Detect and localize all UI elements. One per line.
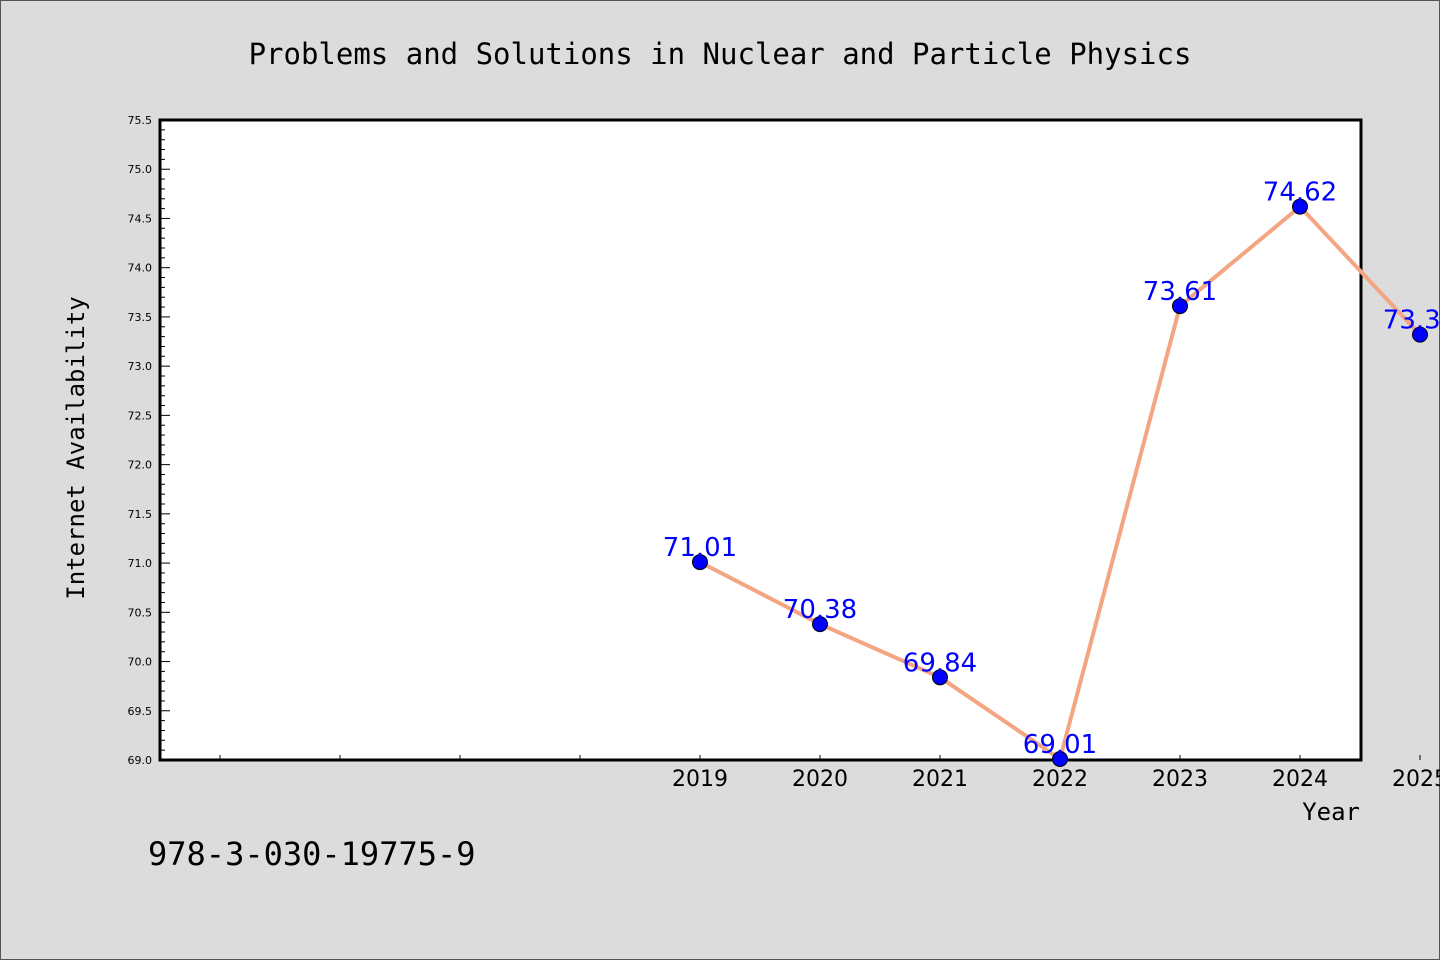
x-tick-label: 2025 — [1392, 767, 1440, 792]
y-axis-label: Internet Availability — [62, 296, 90, 599]
y-tick-label: 70.5 — [128, 606, 153, 619]
data-point — [1292, 198, 1308, 215]
data-label: 70.38 — [783, 595, 857, 625]
data-label: 69.84 — [903, 648, 977, 678]
y-tick-label: 73.0 — [128, 360, 153, 373]
y-tick-label: 71.0 — [128, 557, 153, 570]
data-labels: 71.01 70.38 69.84 69.01 73.61 74.62 73.32 — [663, 178, 1440, 760]
isbn-text: 978-3-030-19775-9 — [148, 835, 476, 873]
data-label: 71.01 — [663, 533, 737, 563]
x-axis-label: Year — [1302, 798, 1360, 826]
y-tick-label: 72.0 — [128, 459, 153, 472]
data-point — [1172, 298, 1188, 315]
data-points — [692, 198, 1428, 768]
y-axis: 69.0 69.5 70.0 70.5 71.0 71.5 72.0 72.5 73.0 73.5… — [128, 114, 170, 767]
data-point — [932, 669, 948, 686]
data-label: 73.32 — [1383, 306, 1440, 336]
y-tick-label: 70.0 — [128, 656, 153, 669]
x-tick-label: 2020 — [792, 767, 848, 792]
chart-title: Problems and Solutions in Nuclear and Pa… — [249, 37, 1192, 71]
data-label: 73.61 — [1143, 277, 1217, 307]
data-point — [1412, 326, 1428, 343]
y-tick-label: 75.0 — [128, 163, 153, 176]
x-tick-label: 2024 — [1272, 767, 1328, 792]
y-tick-label: 71.5 — [128, 508, 153, 521]
data-label: 69.01 — [1023, 730, 1097, 760]
y-tick-label: 69.5 — [128, 705, 153, 718]
y-tick-label: 75.5 — [128, 114, 153, 127]
x-axis: 2019 2020 2021 2022 2023 2024 2025 — [219, 755, 1440, 792]
x-tick-label: 2021 — [912, 767, 968, 792]
plot-area — [158, 118, 1363, 762]
y-tick-label: 74.5 — [128, 212, 153, 225]
data-point — [812, 616, 828, 633]
data-label: 74.62 — [1263, 178, 1337, 208]
x-tick-label: 2022 — [1032, 767, 1088, 792]
data-point — [1052, 751, 1068, 768]
data-point — [692, 554, 708, 571]
x-tick-label: 2019 — [672, 767, 728, 792]
x-tick-label: 2023 — [1152, 767, 1208, 792]
y-tick-label: 73.5 — [128, 311, 153, 324]
y-tick-label: 69.0 — [128, 754, 153, 767]
y-tick-label: 74.0 — [128, 262, 153, 275]
y-tick-label: 72.5 — [128, 409, 153, 422]
